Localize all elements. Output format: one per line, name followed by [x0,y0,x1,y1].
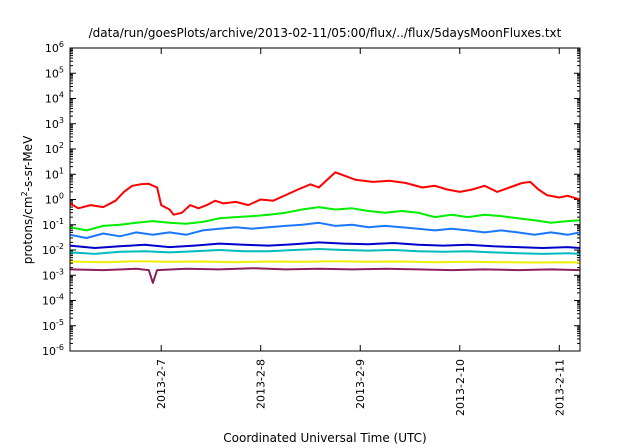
series-line-7 [69,267,581,284]
y-tick-label: 106 [45,40,64,55]
series-line-2 [69,206,581,232]
y-tick-label: 100 [45,192,64,207]
series-layer [69,171,581,284]
y-tick-label: 10-6 [42,343,64,358]
y-axis-label: protons/cm2-s-sr-MeV [20,135,35,264]
series-line-4 [69,241,581,249]
x-tick-label: 2013-2-8 [255,359,268,409]
series-line-6 [69,260,581,264]
y-tick-label: 105 [45,65,64,80]
y-tick-label: 101 [45,166,64,181]
chart-title: /data/run/goesPlots/archive/2013-02-11/0… [89,26,562,40]
x-tick-label: 2013-2-11 [553,359,566,416]
x-tick-label: 2013-2-10 [454,359,467,416]
y-tick-label: 102 [45,141,64,156]
x-tick-label: 2013-2-9 [354,359,367,409]
y-tick-label: 10-2 [42,242,64,257]
y-axis-ticks: 106 105 104 103 102 101 100 10-1 10-2 10-3 10-4 10-… [42,40,580,358]
y-tick-label: 10-4 [42,293,64,308]
series-line-1 [69,171,581,216]
series-line-5 [69,248,581,255]
x-axis-label: Coordinated Universal Time (UTC) [223,431,426,445]
plot-frame [69,47,581,352]
y-tick-label: 10-3 [42,267,64,282]
y-tick-label: 10-1 [42,217,64,232]
series-line-3 [69,221,581,239]
y-tick-label: 104 [45,91,64,106]
x-tick-label: 2013-2-7 [155,359,168,409]
y-tick-label: 10-5 [42,318,64,333]
x-axis-ticks: 2013-2-7 2013-2-8 2013-2-9 2013-2-10 2013-2-… [155,48,566,416]
y-tick-label: 103 [45,116,64,131]
